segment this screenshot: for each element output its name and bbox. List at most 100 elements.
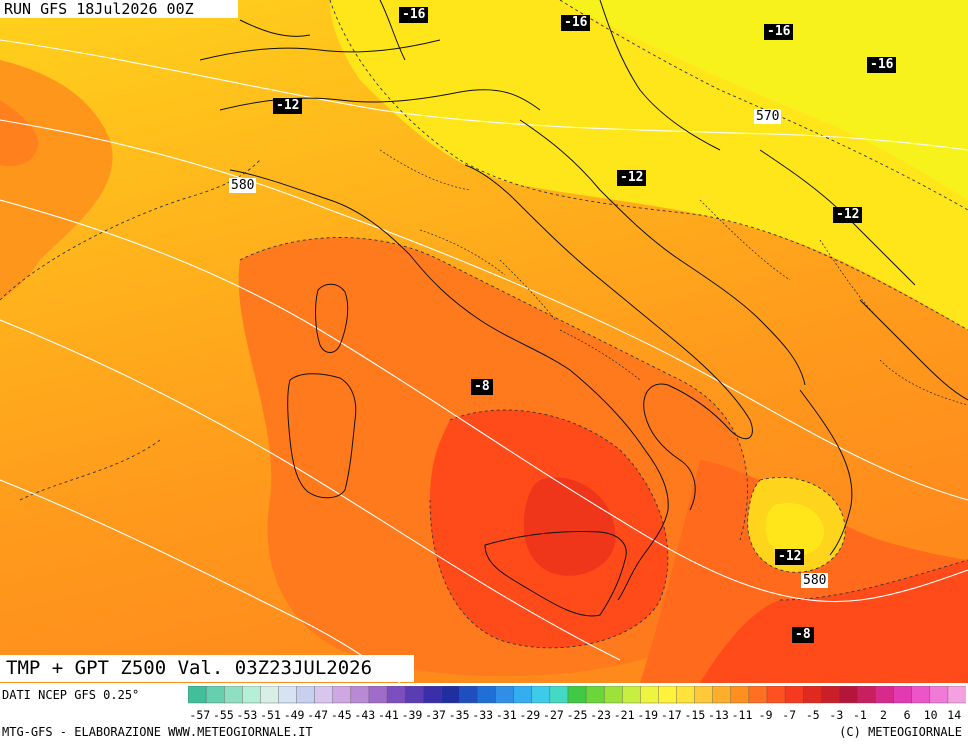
temp-label: -8 [792,627,814,643]
scale-tick-label: -33 [472,708,493,722]
field-deepred-core [523,477,616,576]
scale-tick-label: -53 [237,708,258,722]
color-swatch [350,686,370,704]
temp-label: -16 [867,57,897,73]
color-swatch [766,686,786,704]
color-swatch [423,686,442,704]
scale-tick-label: -21 [614,708,635,722]
run-title: RUN GFS 18Jul2026 00Z [0,0,238,18]
color-swatch [911,686,931,704]
color-swatch [513,686,533,704]
color-swatch [531,686,551,704]
scale-tick-label: -1 [853,708,867,722]
color-swatch [748,686,768,704]
color-swatch [821,686,840,704]
color-swatch [368,686,388,704]
color-swatch [585,686,605,704]
credit-right: (C) METEOGIORNALE [839,725,962,739]
color-swatch [676,686,696,704]
isotherms [0,0,968,649]
scale-tick-label: -35 [449,708,470,722]
color-swatch [694,686,714,704]
scale-tick-label: -27 [543,708,564,722]
scale-tick-label: -47 [307,708,328,722]
weather-map: RUN GFS 18Jul2026 00Z -16 -16 -16 -16 -1… [0,0,968,683]
scale-tick-label: -49 [284,708,305,722]
color-swatch [278,686,298,704]
isohypses [0,39,968,683]
scale-tick-label: -25 [567,708,588,722]
scale-tick-label: -57 [189,708,210,722]
credit-left: MTG-GFS - ELABORAZIONE WWW.METEOGIORNALE… [2,725,313,739]
color-swatch [947,686,966,704]
color-swatch [404,686,424,704]
scale-tick-label: -51 [260,708,281,722]
temp-label: -16 [561,15,591,31]
temperature-field-map [0,0,968,683]
color-swatch [441,686,460,704]
scale-tick-label: -3 [829,708,843,722]
scale-tick-label: -29 [519,708,540,722]
color-swatch [188,686,207,704]
temp-label: -12 [833,207,863,223]
color-swatch [459,686,478,704]
color-swatch [332,686,352,704]
color-swatch [802,686,822,704]
color-swatch [314,686,334,704]
color-swatch [260,686,279,704]
scale-tick-label: -23 [590,708,611,722]
color-swatch [205,686,225,704]
scale-tick-label: 10 [924,708,938,722]
scale-tick-label: -37 [425,708,446,722]
color-swatch [622,686,641,704]
color-swatch [658,686,678,704]
scale-tick-label: -5 [806,708,820,722]
scale-tick-label: -11 [732,708,753,722]
geopotential-label: 570 [754,109,782,124]
color-swatch [495,686,515,704]
geopotential-label: 580 [801,573,829,588]
color-swatch [386,686,406,704]
scale-tick-label: -17 [661,708,682,722]
color-swatch [296,686,316,704]
color-swatch [640,686,659,704]
scale-tick-label: -31 [496,708,517,722]
borders [379,149,968,406]
field-cold-cyclone-core [765,503,825,557]
color-swatch [477,686,497,704]
temp-label: -16 [399,7,429,23]
color-swatch [929,686,949,704]
color-swatch [784,686,804,704]
coastlines [199,0,968,617]
scale-tick-label: -9 [759,708,773,722]
scale-tick-label: 6 [904,708,911,722]
scale-tick-label: -41 [378,708,399,722]
color-swatch [242,686,261,704]
scale-tick-label: -13 [708,708,729,722]
scale-tick-label: -7 [782,708,796,722]
color-swatch [730,686,750,704]
scale-tick-label: -15 [684,708,705,722]
temp-label: -16 [764,24,794,40]
scale-tick-label: -43 [354,708,375,722]
color-swatch [567,686,587,704]
field-red-southeast [700,560,968,683]
temp-label: -12 [617,170,647,186]
field-lightyellow-region [560,0,968,200]
scale-tick-label: -19 [637,708,658,722]
scale-tick-label: -45 [331,708,352,722]
color-swatch [712,686,732,704]
source-label: DATI NCEP GFS 0.25° [2,688,140,702]
color-swatch [603,686,623,704]
scale-tick-label: 14 [947,708,961,722]
color-swatch [549,686,569,704]
color-swatch [223,686,243,704]
scale-tick-label: 2 [880,708,887,722]
color-swatch [839,686,858,704]
field-orange-west [0,60,113,300]
product-label: TMP + GPT Z500 Val. 03Z23JUL2026 [0,655,414,682]
temp-label: -12 [273,98,303,114]
scale-tick-label: -55 [213,708,234,722]
field-orange-northwest [0,100,39,167]
geopotential-label: 580 [229,178,257,193]
